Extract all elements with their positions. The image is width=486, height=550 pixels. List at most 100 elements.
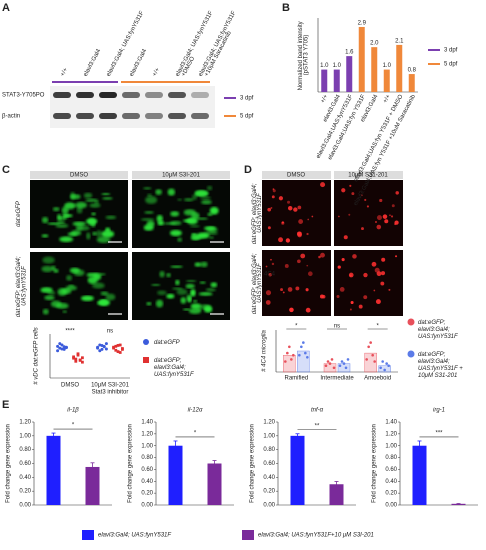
legend-label: 5 dpf bbox=[240, 114, 254, 120]
bar bbox=[85, 466, 100, 505]
image-signal bbox=[42, 256, 55, 264]
image-signal bbox=[205, 288, 216, 292]
image-signal bbox=[360, 194, 363, 197]
row-label: dat:eGFP bbox=[16, 201, 22, 227]
image-signal bbox=[381, 257, 386, 262]
image-signal bbox=[348, 213, 351, 216]
image-signal bbox=[72, 221, 87, 227]
image-signal bbox=[89, 203, 101, 208]
point bbox=[60, 343, 64, 347]
bar bbox=[396, 44, 403, 92]
legend-label: dat:eGFP bbox=[154, 340, 180, 346]
image-signal bbox=[76, 206, 83, 214]
image-signal bbox=[51, 265, 56, 271]
bar bbox=[168, 445, 183, 505]
image-signal bbox=[67, 232, 78, 237]
image-signal bbox=[185, 279, 197, 283]
image-signal bbox=[169, 229, 182, 237]
point bbox=[72, 355, 75, 359]
significance: ns bbox=[107, 329, 113, 335]
panel-title: irg-1 bbox=[433, 408, 445, 414]
point bbox=[112, 345, 115, 349]
image-signal bbox=[200, 261, 208, 268]
image-signal bbox=[349, 308, 352, 311]
image-signal bbox=[394, 220, 399, 225]
image-signal bbox=[271, 262, 275, 266]
image-signal bbox=[143, 187, 152, 190]
band bbox=[53, 92, 71, 98]
image-signal bbox=[199, 196, 211, 200]
point bbox=[365, 358, 368, 361]
panel-title: tnf-α bbox=[311, 408, 324, 414]
point bbox=[121, 347, 124, 350]
point bbox=[340, 360, 344, 363]
y-tick-label: 0.60 bbox=[141, 467, 153, 473]
band bbox=[76, 113, 94, 119]
image-signal bbox=[157, 290, 167, 296]
value-label: 1.0 bbox=[383, 63, 392, 69]
y-tick-label: 0.40 bbox=[385, 479, 397, 485]
band bbox=[76, 92, 94, 98]
image-signal bbox=[366, 205, 369, 208]
image-signal bbox=[177, 237, 183, 242]
value-label: 1.0 bbox=[333, 63, 342, 69]
y-tick-label: 0.20 bbox=[19, 489, 31, 495]
image-signal bbox=[185, 283, 195, 289]
image-signal bbox=[83, 192, 93, 199]
image-signal bbox=[282, 291, 285, 294]
legend-label: 3 dpf bbox=[240, 96, 254, 102]
value-label: 1.0 bbox=[320, 63, 329, 69]
image-signal bbox=[102, 196, 113, 200]
point bbox=[379, 366, 382, 370]
image-signal bbox=[147, 193, 152, 197]
band bbox=[191, 92, 209, 98]
y-axis-label: # vDC dat:eGFP cells bbox=[34, 327, 40, 384]
y-tick-label: 0.00 bbox=[141, 503, 153, 509]
bar bbox=[364, 352, 377, 373]
bar bbox=[383, 69, 390, 92]
significance: ns bbox=[334, 324, 340, 330]
image-signal bbox=[376, 215, 382, 221]
point bbox=[118, 343, 122, 347]
point bbox=[298, 353, 301, 357]
y-tick-label: 0.60 bbox=[19, 461, 31, 467]
image-signal bbox=[61, 288, 72, 295]
bar bbox=[207, 463, 222, 505]
image-signal bbox=[183, 197, 194, 202]
column-label: DMSO bbox=[287, 173, 305, 179]
image-signal bbox=[319, 294, 324, 299]
image-signal bbox=[193, 299, 198, 303]
band bbox=[99, 92, 117, 98]
image-signal bbox=[41, 234, 49, 238]
image-signal bbox=[375, 299, 381, 305]
image-signal bbox=[52, 206, 60, 212]
image-signal bbox=[348, 272, 354, 278]
y-tick-label: 1.40 bbox=[385, 420, 397, 426]
point bbox=[346, 358, 350, 361]
point bbox=[76, 352, 80, 356]
point bbox=[286, 351, 289, 355]
image-signal bbox=[341, 258, 345, 262]
band bbox=[122, 92, 140, 98]
y-tick-label: 0.00 bbox=[385, 503, 397, 509]
image-signal bbox=[287, 287, 293, 292]
image-signal bbox=[206, 185, 213, 191]
image-signal bbox=[85, 198, 99, 203]
legend-label: elavl3:Gal4; UAS:fynY531F+10 μM S3I-201 bbox=[258, 533, 374, 539]
bar bbox=[297, 350, 310, 373]
image-signal bbox=[196, 217, 208, 221]
image-signal bbox=[284, 264, 289, 268]
image-signal bbox=[384, 219, 389, 224]
point bbox=[306, 356, 309, 359]
image-signal bbox=[55, 223, 69, 229]
y-tick-label: 0.00 bbox=[19, 503, 31, 509]
image-signal bbox=[170, 265, 183, 268]
image-signal bbox=[192, 194, 198, 200]
panel-title: il-12α bbox=[188, 408, 203, 414]
y-tick-label: 1.20 bbox=[19, 420, 31, 426]
image-signal bbox=[395, 255, 398, 258]
image-signal bbox=[186, 293, 192, 302]
bar bbox=[283, 355, 296, 373]
significance: * bbox=[376, 324, 379, 330]
